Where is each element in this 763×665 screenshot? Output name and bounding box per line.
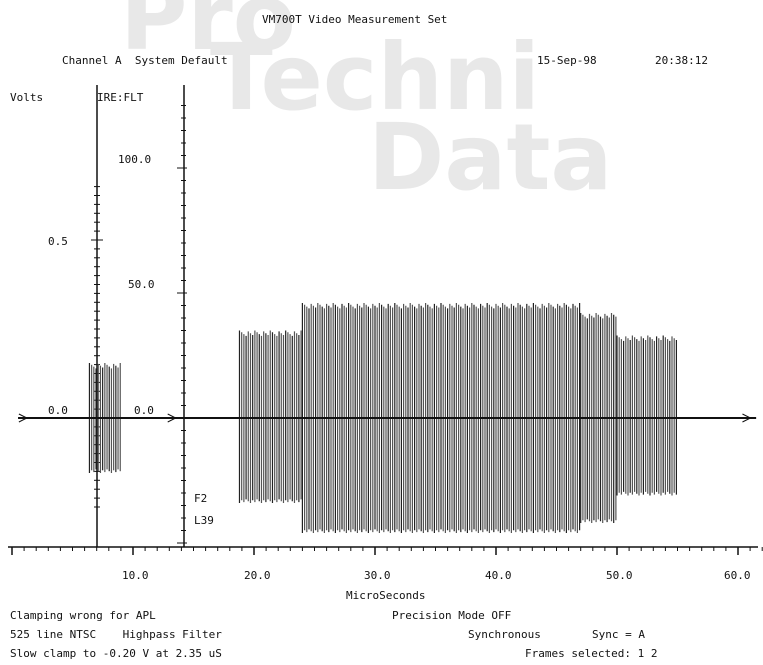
ire-tick-label-100: 100.0 — [118, 153, 152, 166]
synchronous-label: Synchronous — [468, 628, 541, 641]
x-tick-label-50: 50.0 — [606, 569, 633, 582]
time-readout: 20:38:12 — [655, 54, 708, 67]
x-tick-label-20: 20.0 — [244, 569, 271, 582]
baseline-marker — [167, 413, 177, 423]
volts-axis-label: Volts — [10, 91, 44, 104]
x-tick-label-60: 60.0 — [724, 569, 751, 582]
date-readout: 15-Sep-98 — [537, 54, 597, 67]
waveform-segment — [238, 330, 302, 503]
watermark-line-2: Techni — [210, 24, 540, 131]
footer-line-3: Slow clamp to -0.20 V at 2.35 uS — [10, 647, 222, 660]
footer-line-1: Clamping wrong for APL — [10, 609, 156, 622]
watermark-line-3: Data — [368, 104, 613, 211]
x-tick-label-30: 30.0 — [364, 569, 391, 582]
volt-tick-label-0-5: 0.5 — [48, 235, 68, 248]
line-label: L39 — [194, 514, 214, 527]
ire-tick-label-50: 50.0 — [128, 278, 155, 291]
x-tick-label-10: 10.0 — [122, 569, 149, 582]
waveform-segment — [616, 335, 678, 496]
instrument-title: VM700T Video Measurement Set — [262, 13, 448, 26]
precision-mode: Precision Mode OFF — [392, 609, 512, 622]
volt-tick-label-0: 0.0 — [48, 404, 68, 417]
field-label: F2 — [194, 492, 208, 505]
x-tick-label-40: 40.0 — [485, 569, 512, 582]
ire-axis-label: IRE:FLT — [97, 91, 144, 104]
baseline-marker — [742, 413, 752, 423]
sync-readout: Sync = A — [592, 628, 645, 641]
watermark-line-1: Pro — [120, 0, 297, 71]
channel-label: Channel A System Default — [62, 54, 228, 67]
x-axis-title: MicroSeconds — [346, 589, 426, 602]
ire-tick-label-0: 0.0 — [134, 404, 154, 417]
footer-line-2: 525 line NTSC Highpass Filter — [10, 628, 222, 641]
baseline-marker — [18, 413, 29, 423]
frames-selected: Frames selected: 1 2 — [525, 647, 658, 660]
